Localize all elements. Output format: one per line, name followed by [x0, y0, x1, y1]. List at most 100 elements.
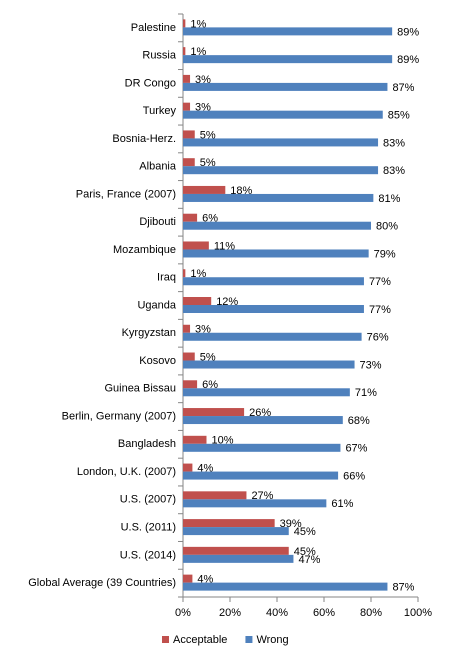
y-tick-label: Paris, France (2007): [76, 188, 176, 200]
bar: [183, 166, 379, 175]
y-tick-label: Mozambique: [113, 244, 176, 256]
legend-label: Wrong: [256, 634, 288, 646]
x-tick-label: 40%: [266, 607, 288, 619]
data-label: 68%: [348, 415, 370, 427]
data-label: 4%: [197, 462, 213, 474]
bar: [183, 360, 355, 369]
data-label: 4%: [197, 574, 213, 586]
x-tick-label: 100%: [404, 607, 432, 619]
data-label: 87%: [392, 582, 414, 594]
bar: [183, 352, 195, 361]
y-tick-label: Albania: [139, 161, 177, 173]
data-label: 5%: [200, 157, 216, 169]
bar: [183, 27, 393, 36]
bar: [183, 185, 226, 194]
y-tick-label: Kyrgyzstan: [122, 327, 176, 339]
bar: [183, 527, 289, 536]
data-label: 3%: [195, 74, 211, 86]
legend-label: Acceptable: [173, 634, 227, 646]
data-label: 61%: [331, 498, 353, 510]
y-tick-label: Global Average (39 Countries): [28, 577, 176, 589]
data-label: 5%: [200, 351, 216, 363]
y-tick-label: U.S. (2011): [121, 522, 176, 534]
bar: [183, 249, 369, 258]
data-label: 71%: [355, 387, 377, 399]
data-label: 89%: [397, 54, 419, 66]
data-label: 45%: [294, 526, 316, 538]
bar: [183, 582, 388, 591]
data-label: 73%: [360, 359, 382, 371]
data-label: 39%: [280, 518, 302, 530]
data-label: 81%: [378, 193, 400, 205]
data-label: 3%: [195, 102, 211, 114]
data-label: 83%: [383, 165, 405, 177]
bar: [183, 574, 193, 583]
bar: [183, 388, 350, 397]
bar: [183, 193, 374, 202]
data-label: 5%: [200, 129, 216, 141]
bar: [183, 158, 195, 167]
y-tick-label: Uganda: [137, 299, 176, 311]
bar: [183, 332, 362, 341]
bar: [183, 47, 186, 56]
y-tick-label: Berlin, Germany (2007): [62, 410, 176, 422]
x-tick-label: 80%: [360, 607, 382, 619]
y-tick-label: Kosovo: [139, 355, 176, 367]
bar: [183, 471, 339, 480]
data-label: 66%: [343, 470, 365, 482]
data-label: 67%: [345, 443, 367, 455]
bar: [183, 55, 393, 64]
bar: [183, 74, 191, 83]
bar: [183, 82, 388, 91]
legend-swatch: [162, 636, 169, 643]
data-label: 85%: [388, 110, 410, 122]
data-label: 77%: [369, 304, 391, 316]
bar: [183, 130, 195, 139]
bar: [183, 19, 186, 28]
y-tick-label: Russia: [142, 50, 177, 62]
data-label: 6%: [202, 213, 218, 225]
data-label: 45%: [294, 546, 316, 558]
bar: [183, 221, 371, 230]
y-tick-label: London, U.K. (2007): [77, 466, 176, 478]
bar: [183, 297, 212, 305]
y-tick-label: Bangladesh: [118, 438, 176, 450]
y-tick-label: Bosnia-Herz.: [112, 133, 176, 145]
y-tick-label: U.S. (2014): [120, 549, 176, 561]
bar: [183, 554, 294, 563]
bar: [183, 499, 327, 508]
bar: [183, 138, 379, 147]
data-label: 87%: [392, 82, 414, 94]
data-label: 77%: [369, 276, 391, 288]
y-tick-label: Palestine: [131, 22, 176, 34]
bar: [183, 435, 207, 444]
y-tick-label: Turkey: [143, 105, 177, 117]
bar: [183, 110, 383, 119]
y-tick-label: Iraq: [157, 272, 176, 284]
y-tick-label: Djibouti: [139, 216, 176, 228]
bar: [183, 380, 198, 389]
bar: [183, 277, 364, 286]
data-label: 89%: [397, 26, 419, 38]
bar: [183, 213, 198, 222]
data-label: 80%: [376, 221, 398, 233]
data-label: 1%: [190, 268, 206, 280]
data-label: 6%: [202, 379, 218, 391]
bar: [183, 463, 193, 472]
bar: [183, 443, 341, 452]
bar: [183, 324, 191, 333]
x-tick-label: 20%: [219, 607, 241, 619]
bar: [183, 241, 209, 250]
data-label: 47%: [298, 554, 320, 566]
data-label: 26%: [249, 407, 271, 419]
data-label: 27%: [251, 490, 273, 502]
bar: [183, 269, 186, 278]
data-label: 12%: [216, 296, 238, 308]
x-tick-label: 0%: [175, 607, 191, 619]
x-tick-label: 60%: [313, 607, 335, 619]
data-label: 79%: [374, 248, 396, 260]
data-label: 83%: [383, 137, 405, 149]
y-tick-label: U.S. (2007): [120, 494, 176, 506]
legend-swatch: [245, 636, 253, 643]
